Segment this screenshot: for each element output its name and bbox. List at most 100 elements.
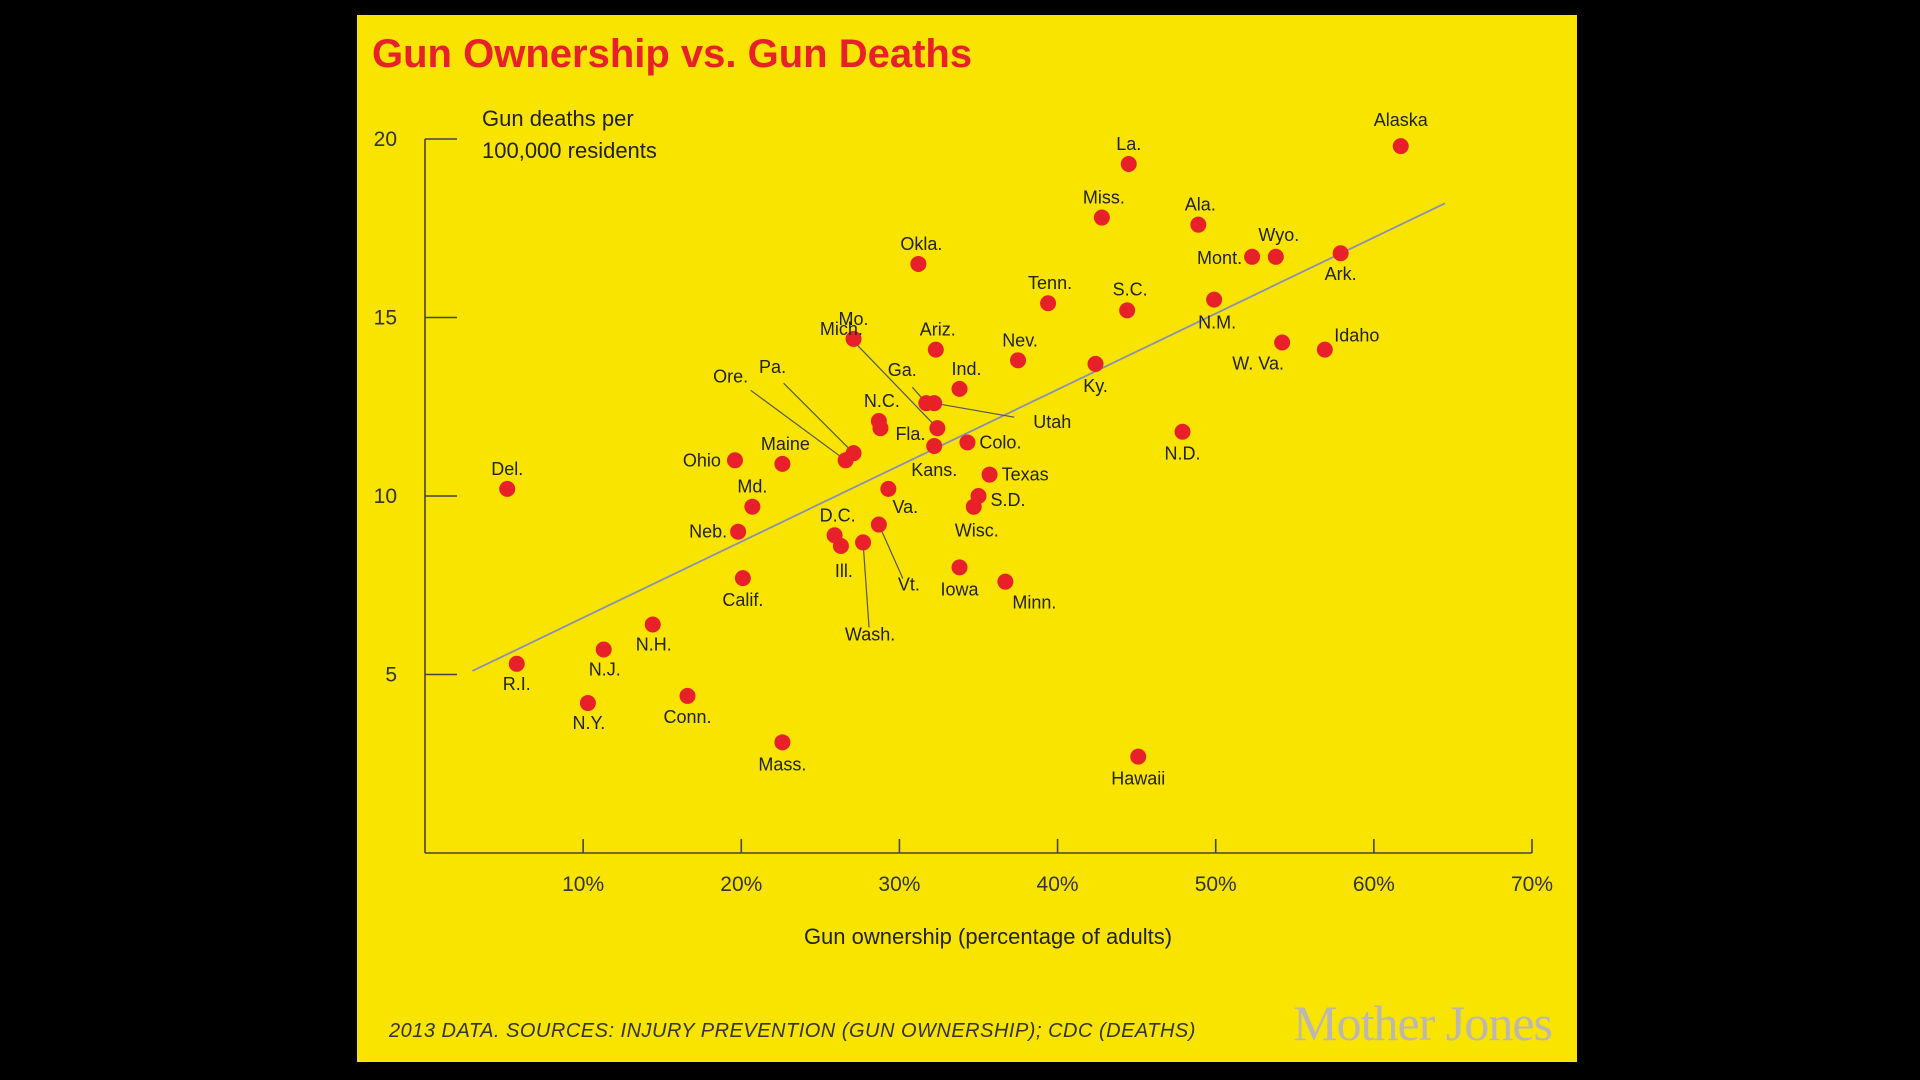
data-point — [981, 466, 998, 483]
data-point — [959, 434, 976, 451]
point-label: Kans. — [911, 460, 957, 480]
point-label: N.M. — [1198, 313, 1236, 333]
point-label: Ala. — [1185, 195, 1216, 215]
data-point — [726, 452, 743, 469]
y-axis-title-line-2: 100,000 residents — [482, 138, 657, 163]
point-label: S.C. — [1113, 279, 1148, 299]
point-label: Minn. — [1012, 593, 1056, 613]
point-label: N.Y. — [573, 713, 606, 733]
data-point — [951, 380, 968, 397]
data-point — [1206, 291, 1223, 308]
source-note: 2013 DATA. SOURCES: INJURY PREVENTION (G… — [388, 1020, 1196, 1042]
point-label: La. — [1116, 134, 1141, 154]
point-label: Hawaii — [1111, 769, 1165, 789]
x-tick-label: 30% — [878, 873, 920, 896]
point-label: Ky. — [1083, 376, 1108, 396]
point-label: Wyo. — [1258, 225, 1299, 245]
data-point — [997, 573, 1014, 590]
point-label: Miss. — [1083, 188, 1125, 208]
point-label: N.J. — [589, 660, 621, 680]
leader-line — [878, 524, 904, 579]
point-label: Fla. — [895, 424, 925, 444]
x-tick-label: 20% — [720, 873, 762, 896]
point-label: Ohio — [683, 450, 721, 470]
data-point — [1332, 245, 1349, 262]
x-tick-label: 70% — [1511, 873, 1553, 896]
point-label: Ark. — [1325, 264, 1357, 284]
point-label: Mont. — [1197, 248, 1242, 268]
data-point — [1174, 423, 1191, 440]
point-label: Mass. — [758, 754, 806, 774]
data-point — [832, 537, 849, 554]
point-label: Maine — [761, 434, 810, 454]
point-label: N.H. — [636, 635, 672, 655]
leader-line — [783, 382, 854, 454]
data-point — [855, 534, 872, 551]
point-label: Alaska — [1374, 110, 1429, 130]
data-point — [774, 455, 791, 472]
point-label: Utah — [1033, 412, 1071, 432]
data-point — [1010, 352, 1027, 369]
leader-line — [856, 344, 938, 429]
data-point — [1190, 216, 1207, 233]
data-point — [595, 641, 612, 658]
leader-lines — [750, 344, 1015, 628]
point-label: Wisc. — [955, 521, 999, 541]
y-tick-label: 20 — [374, 128, 397, 151]
data-point — [1120, 155, 1137, 172]
point-label: Texas — [1002, 465, 1049, 485]
y-tick-label: 5 — [385, 664, 397, 687]
data-point — [1119, 302, 1136, 319]
point-label: Idaho — [1334, 326, 1379, 346]
point-label: N.C. — [864, 391, 900, 411]
data-point — [1087, 355, 1104, 372]
leader-line — [934, 402, 1015, 418]
data-points — [499, 138, 1409, 765]
trend-line — [472, 202, 1446, 672]
point-label: Mich. — [820, 319, 863, 339]
point-label: Okla. — [900, 234, 942, 254]
point-label: Va. — [893, 497, 919, 517]
point-label: W. Va. — [1232, 353, 1284, 373]
data-point — [926, 438, 943, 455]
point-label: Md. — [737, 477, 767, 497]
data-point — [579, 695, 596, 712]
point-labels: Alaska La. Miss. Ala. Mont. Wyo. Ark. Okla. Tenn… — [491, 110, 1429, 788]
point-label: Iowa — [941, 579, 980, 599]
data-point — [880, 480, 897, 497]
point-label: Tenn. — [1028, 273, 1072, 293]
x-tick-label: 60% — [1353, 873, 1395, 896]
point-label: N.D. — [1165, 444, 1201, 464]
point-label: R.I. — [503, 674, 531, 694]
data-point — [644, 616, 661, 633]
x-tick-label: 50% — [1195, 873, 1237, 896]
point-label: Pa. — [759, 357, 786, 377]
data-point — [837, 452, 854, 469]
data-point — [774, 734, 791, 751]
y-tick-label: 10 — [374, 485, 397, 508]
point-label: Ariz. — [920, 320, 956, 340]
point-label: Del. — [491, 459, 523, 479]
leader-line — [862, 542, 870, 628]
point-label: Ind. — [952, 359, 982, 379]
point-label: Ill. — [835, 561, 853, 581]
data-point — [1316, 341, 1333, 358]
scatter-chart: Gun Ownership vs. Gun Deaths 5 10 15 20 10% 2… — [372, 32, 1553, 1051]
data-point — [679, 687, 696, 704]
data-point — [1392, 138, 1409, 155]
data-point — [1274, 334, 1291, 351]
point-label: Mo. — [839, 309, 869, 329]
data-point — [965, 498, 982, 515]
mother-jones-logo: Mother Jones — [1293, 995, 1552, 1051]
data-point — [1244, 248, 1261, 265]
data-point — [927, 341, 944, 358]
data-point — [929, 420, 946, 437]
data-point — [1093, 209, 1110, 226]
data-point — [870, 516, 887, 533]
point-label: Ore. — [713, 366, 748, 386]
point-label: Vt. — [898, 575, 920, 595]
data-point — [734, 570, 751, 587]
point-label: Calif. — [722, 590, 763, 610]
point-label: Wash. — [845, 624, 895, 644]
data-point — [508, 655, 525, 672]
